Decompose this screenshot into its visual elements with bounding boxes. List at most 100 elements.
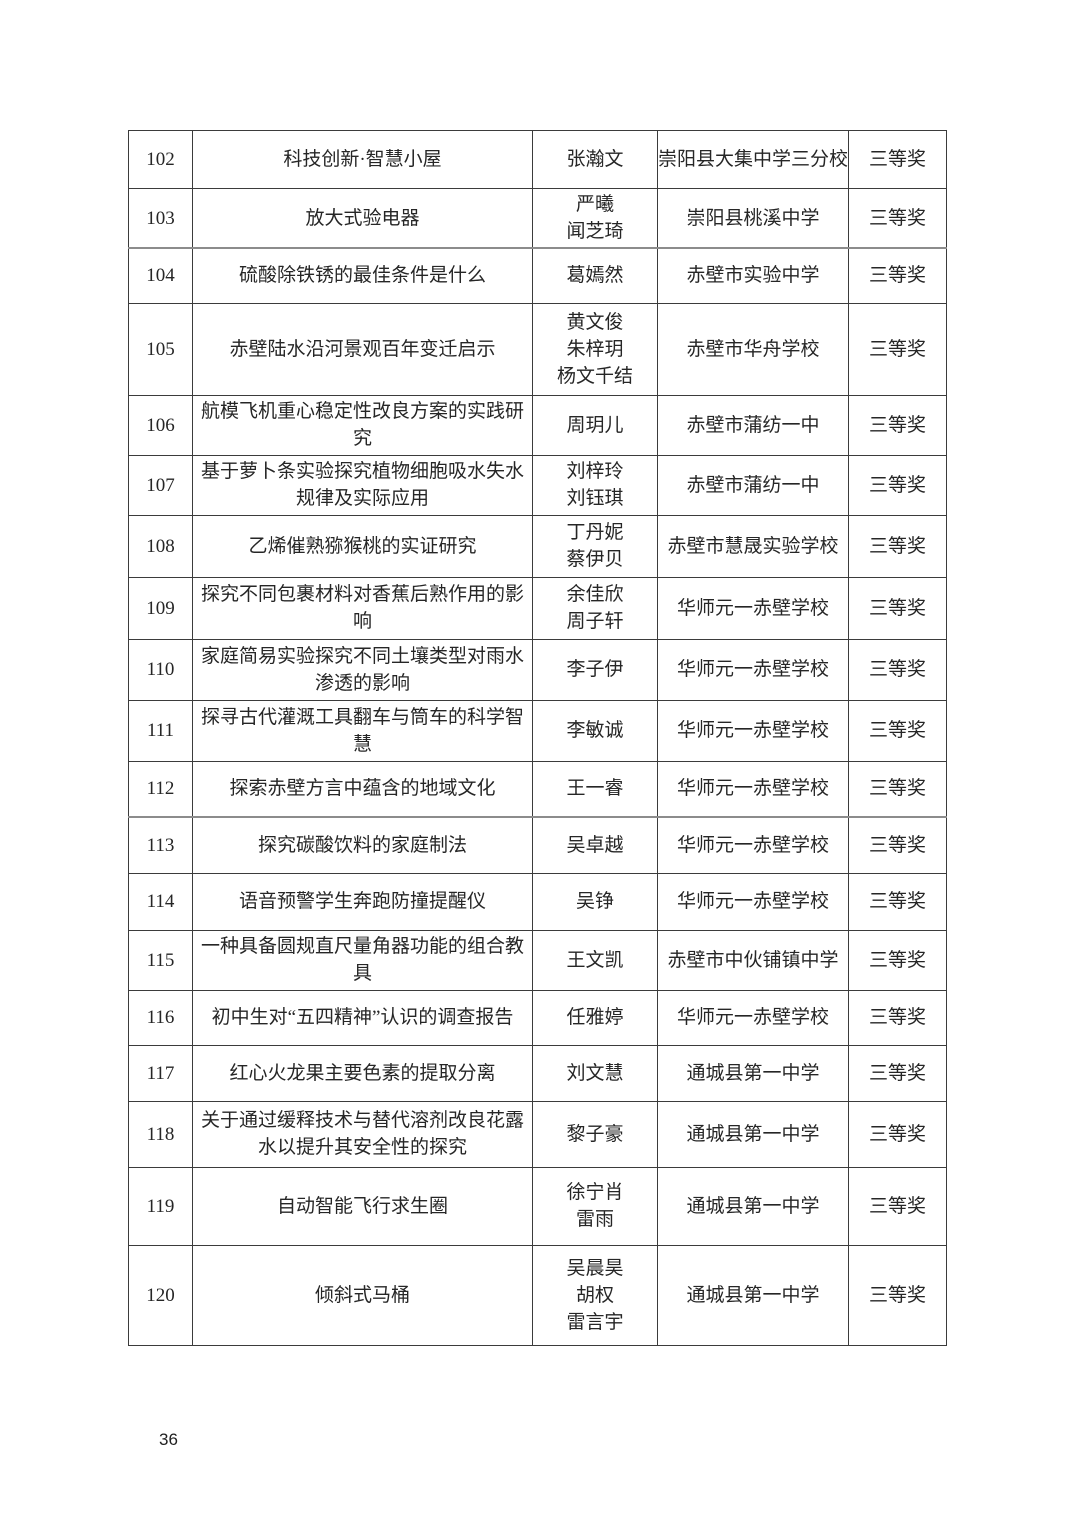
table-row: 105 赤壁陆水沿河景观百年变迁启示 黄文俊 朱梓玥 杨文千结 赤壁市华舟学校 三等奖 — [128, 302, 947, 396]
table-row: 110 家庭简易实验探究不同土壤类型对雨水渗透的影响 李子伊 华师元一赤壁学校 三等奖 — [128, 638, 947, 701]
award-level: 三等奖 — [848, 394, 947, 456]
school-name: 赤壁市慧晟实验学校 — [657, 514, 849, 578]
school-name: 赤壁市蒲纺一中 — [657, 394, 849, 456]
table-row: 119 自动智能飞行求生圈 徐宁肖 雷雨 通城县第一中学 三等奖 — [128, 1166, 947, 1246]
school-name: 通城县第一中学 — [657, 1100, 849, 1168]
table-row: 104 硫酸除铁锈的最佳条件是什么 葛嫣然 赤壁市实验中学 三等奖 — [128, 247, 947, 304]
school-name: 华师元一赤壁学校 — [657, 816, 849, 874]
school-name: 崇阳县大集中学三分校 — [657, 130, 849, 189]
project-title: 语音预警学生奔跑防撞提醒仪 — [192, 872, 533, 931]
award-level: 三等奖 — [848, 576, 947, 640]
page-number: 36 — [159, 1430, 178, 1449]
table-row: 112 探索赤壁方言中蕴含的地域文化 王一睿 华师元一赤壁学校 三等奖 — [128, 760, 947, 818]
school-name: 华师元一赤壁学校 — [657, 760, 849, 818]
author-names: 徐宁肖 雷雨 — [532, 1166, 658, 1246]
author-names: 葛嫣然 — [532, 247, 658, 304]
project-title: 航模飞机重心稳定性改良方案的实践研究 — [192, 394, 533, 456]
author-names: 黄文俊 朱梓玥 杨文千结 — [532, 302, 658, 396]
project-title: 家庭简易实验探究不同土壤类型对雨水渗透的影响 — [192, 638, 533, 701]
author-name: 徐宁肖 — [566, 1182, 624, 1203]
table-row: 107 基于萝卜条实验探究植物细胞吸水失水规律及实际应用 刘梓玲 刘钰琪 赤壁市蒲纺一中… — [128, 454, 947, 516]
author-name: 王一睿 — [566, 778, 624, 800]
project-title: 自动智能飞行求生圈 — [192, 1166, 533, 1246]
table-row: 118 关于通过缓释技术与替代溶剂改良花露水以提升其安全性的探究 黎子豪 通城县第一中… — [128, 1100, 947, 1168]
author-names: 任雅婷 — [532, 989, 658, 1046]
award-level: 三等奖 — [848, 1100, 947, 1168]
award-level: 三等奖 — [848, 1166, 947, 1246]
entry-number: 120 — [128, 1244, 193, 1346]
table-row: 115 一种具备圆规直尺量角器功能的组合教具 王文凯 赤壁市中伙铺镇中学 三等奖 — [128, 929, 947, 991]
author-names: 周玥儿 — [532, 394, 658, 456]
author-name: 吴晨昊 — [566, 1257, 624, 1279]
entry-number: 116 — [128, 989, 193, 1046]
author-name: 李子伊 — [566, 659, 624, 680]
author-name: 胡权 — [575, 1284, 614, 1306]
award-level: 三等奖 — [848, 514, 947, 578]
award-level: 三等奖 — [848, 929, 947, 991]
entry-number: 106 — [128, 394, 193, 456]
award-level: 三等奖 — [848, 454, 947, 516]
entry-number: 118 — [128, 1100, 193, 1168]
author-names: 吴铮 — [532, 872, 658, 931]
table-row: 113 探究碳酸饮料的家庭制法 吴卓越 华师元一赤壁学校 三等奖 — [128, 816, 947, 874]
project-title: 基于萝卜条实验探究植物细胞吸水失水规律及实际应用 — [192, 454, 533, 516]
table-row: 109 探究不同包裹材料对香蕉后熟作用的影响 余佳欣 周子轩 华师元一赤壁学校 三等奖 — [128, 576, 947, 640]
author-names: 吴晨昊 胡权 雷言宇 — [532, 1244, 658, 1346]
author-name: 刘钰琪 — [566, 488, 624, 509]
table-row: 116 初中生对“五四精神”认识的调查报告 任雅婷 华师元一赤壁学校 三等奖 — [128, 989, 947, 1046]
school-name: 华师元一赤壁学校 — [657, 576, 849, 640]
author-name: 葛嫣然 — [566, 265, 624, 287]
entry-number: 111 — [128, 699, 193, 762]
author-names: 丁丹妮 蔡伊贝 — [532, 514, 658, 578]
award-level: 三等奖 — [848, 699, 947, 762]
author-name: 李敏诚 — [566, 720, 624, 741]
author-name: 刘梓玲 — [566, 461, 624, 482]
award-level: 三等奖 — [848, 1244, 947, 1346]
author-name: 雷雨 — [575, 1209, 614, 1230]
project-title: 科技创新·智慧小屋 — [192, 130, 533, 189]
author-name: 吴卓越 — [566, 834, 624, 856]
table-row: 114 语音预警学生奔跑防撞提醒仪 吴铮 华师元一赤壁学校 三等奖 — [128, 872, 947, 931]
school-name: 华师元一赤壁学校 — [657, 638, 849, 701]
award-level: 三等奖 — [848, 989, 947, 1046]
author-names: 张瀚文 — [532, 130, 658, 189]
entry-number: 105 — [128, 302, 193, 396]
entry-number: 117 — [128, 1044, 193, 1102]
school-name: 通城县第一中学 — [657, 1044, 849, 1102]
school-name: 通城县第一中学 — [657, 1166, 849, 1246]
project-title: 探索赤壁方言中蕴含的地域文化 — [192, 760, 533, 818]
project-title: 探究不同包裹材料对香蕉后熟作用的影响 — [192, 576, 533, 640]
school-name: 崇阳县桃溪中学 — [657, 188, 849, 249]
author-names: 王文凯 — [532, 929, 658, 991]
project-title: 赤壁陆水沿河景观百年变迁启示 — [192, 302, 533, 396]
entry-number: 109 — [128, 576, 193, 640]
author-name: 刘文慧 — [566, 1062, 624, 1084]
entry-number: 102 — [128, 130, 193, 189]
entry-number: 119 — [128, 1166, 193, 1246]
award-level: 三等奖 — [848, 188, 947, 249]
award-level: 三等奖 — [848, 1044, 947, 1102]
project-title: 探寻古代灌溉工具翻车与筒车的科学智慧 — [192, 699, 533, 762]
entry-number: 103 — [128, 188, 193, 249]
school-name: 华师元一赤壁学校 — [657, 872, 849, 931]
school-name: 赤壁市实验中学 — [657, 247, 849, 304]
author-names: 严曦 闻芝琦 — [532, 188, 658, 249]
table-row: 120 倾斜式马桶 吴晨昊 胡权 雷言宇 通城县第一中学 三等奖 — [128, 1244, 947, 1346]
table-row: 106 航模飞机重心稳定性改良方案的实践研究 周玥儿 赤壁市蒲纺一中 三等奖 — [128, 394, 947, 456]
award-level: 三等奖 — [848, 872, 947, 931]
author-name: 吴铮 — [575, 891, 614, 912]
award-level: 三等奖 — [848, 816, 947, 874]
author-name: 任雅婷 — [566, 1007, 624, 1028]
author-names: 吴卓越 — [532, 816, 658, 874]
entry-number: 110 — [128, 638, 193, 701]
school-name: 赤壁市蒲纺一中 — [657, 454, 849, 516]
school-name: 通城县第一中学 — [657, 1244, 849, 1346]
project-title: 一种具备圆规直尺量角器功能的组合教具 — [192, 929, 533, 991]
project-title: 初中生对“五四精神”认识的调查报告 — [192, 989, 533, 1046]
project-title: 乙烯催熟猕猴桃的实证研究 — [192, 514, 533, 578]
school-name: 赤壁市中伙铺镇中学 — [657, 929, 849, 991]
school-name: 赤壁市华舟学校 — [657, 302, 849, 396]
award-level: 三等奖 — [848, 130, 947, 189]
author-name: 严曦 — [575, 194, 614, 215]
table-row: 103 放大式验电器 严曦 闻芝琦 崇阳县桃溪中学 三等奖 — [128, 188, 947, 249]
